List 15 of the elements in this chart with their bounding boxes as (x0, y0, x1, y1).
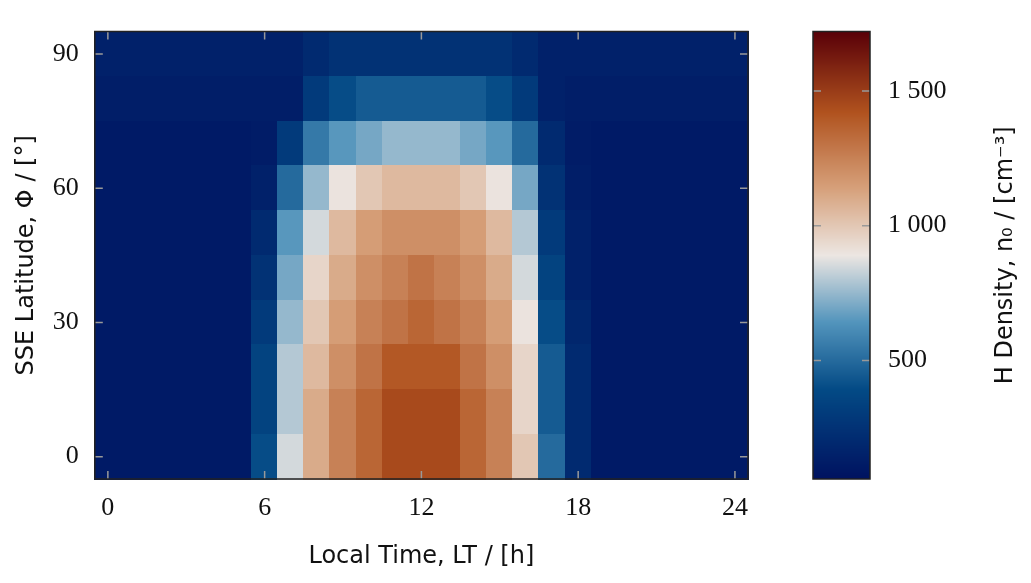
y-tick-label: 90 (52, 37, 79, 67)
color-bar-title: H Density, n₀ / [cm⁻³] (990, 126, 1019, 385)
x-axis-title: Local Time, LT / [h] (308, 540, 535, 569)
x-tick-label: 12 (408, 492, 435, 522)
color-bar-label: 1 000 (888, 209, 947, 239)
x-tick-label: 6 (258, 492, 272, 522)
color-bar-label: 1 500 (888, 74, 947, 104)
x-tick-label: 24 (721, 492, 748, 522)
x-tick-label: 0 (101, 492, 115, 522)
y-tick-label: 30 (52, 306, 79, 336)
y-tick-label: 0 (65, 440, 79, 470)
color-bar-label: 500 (888, 344, 927, 374)
y-tick-label: 60 (52, 172, 79, 202)
y-axis-title: SSE Latitude, Φ / [°] (10, 135, 39, 376)
x-tick-label: 18 (565, 492, 592, 522)
